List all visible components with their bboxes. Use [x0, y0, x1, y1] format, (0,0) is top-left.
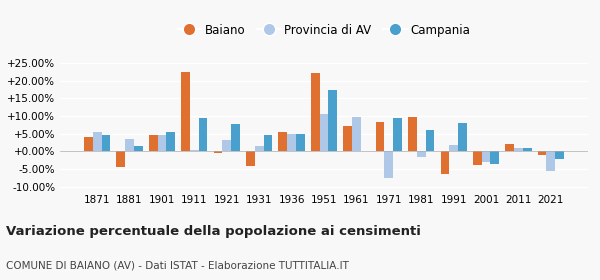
Bar	[376, 122, 385, 151]
Bar	[255, 146, 263, 151]
Bar	[393, 118, 402, 151]
Bar	[311, 73, 320, 151]
Bar	[320, 114, 328, 151]
Text: Variazione percentuale della popolazione ai censimenti: Variazione percentuale della popolazione…	[6, 225, 421, 238]
Bar	[352, 117, 361, 151]
Bar	[116, 151, 125, 167]
Bar	[231, 124, 240, 151]
Bar	[223, 140, 231, 151]
Bar	[385, 151, 393, 178]
Bar	[287, 134, 296, 151]
Bar	[149, 134, 158, 151]
Bar	[328, 90, 337, 151]
Bar	[181, 72, 190, 151]
Bar	[101, 134, 110, 151]
Bar	[408, 117, 417, 151]
Bar	[84, 137, 93, 151]
Bar	[547, 151, 555, 171]
Bar	[482, 151, 490, 162]
Bar	[555, 151, 564, 158]
Bar	[246, 151, 255, 166]
Bar	[343, 126, 352, 151]
Bar	[514, 148, 523, 151]
Bar	[538, 151, 547, 155]
Bar	[490, 151, 499, 164]
Bar	[440, 151, 449, 174]
Bar	[199, 118, 208, 151]
Bar	[158, 134, 166, 151]
Bar	[134, 146, 143, 151]
Bar	[278, 132, 287, 151]
Bar	[417, 151, 425, 157]
Bar	[214, 151, 223, 153]
Bar	[296, 134, 305, 151]
Bar	[125, 139, 134, 151]
Bar	[425, 130, 434, 151]
Bar	[190, 150, 199, 151]
Bar	[166, 132, 175, 151]
Text: COMUNE DI BAIANO (AV) - Dati ISTAT - Elaborazione TUTTITALIA.IT: COMUNE DI BAIANO (AV) - Dati ISTAT - Ela…	[6, 261, 349, 271]
Bar	[263, 134, 272, 151]
Bar	[458, 123, 467, 151]
Bar	[523, 148, 532, 151]
Bar	[505, 144, 514, 151]
Bar	[449, 145, 458, 151]
Legend: Baiano, Provincia di AV, Campania: Baiano, Provincia di AV, Campania	[173, 19, 475, 41]
Bar	[473, 151, 482, 165]
Bar	[93, 132, 101, 151]
